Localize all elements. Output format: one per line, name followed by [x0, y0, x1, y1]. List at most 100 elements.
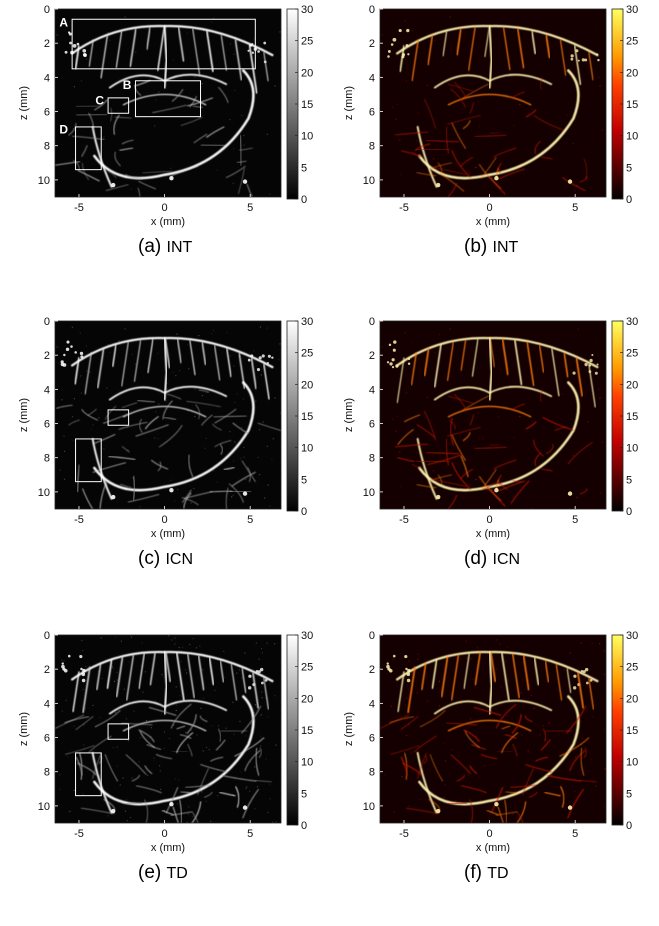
colorbar-tick-label: 5: [626, 474, 632, 486]
z-axis-label: z (mm): [343, 86, 355, 120]
method-name: ICN: [165, 551, 193, 568]
panel-f-plot: 0 2 4 6 8 10 z (mm) -5 0 5 x (mm) 0 5 10 15 20 25 30: [343, 630, 638, 854]
panel-d-plot: 0 2 4 6 8 10 z (mm) -5 0 5 x (mm) 0 5 10 15 20 25 30: [343, 316, 638, 540]
colorbar-tick-label: 20: [626, 693, 638, 705]
vessel-image: [55, 16, 281, 197]
colorbar-tick-label: 20: [626, 67, 638, 79]
x-tick-label: -5: [399, 202, 409, 214]
z-tick-label: 0: [44, 630, 50, 642]
x-tick-label: 0: [162, 828, 168, 840]
panel-c-plot: 0 2 4 6 8 10 z (mm) -5 0 5 x (mm) 0 5 10 15 20 25 30: [18, 316, 313, 540]
vessel-image: [55, 635, 277, 823]
panel-caption: (b) INT: [464, 236, 518, 258]
panel-b-plot: 0 2 4 6 8 10 z (mm) -5 0 5 x (mm) 0 5 10 15 20 25 30: [343, 4, 638, 228]
panel-b: 0 2 4 6 8 10 z (mm) -5 0 5 x (mm) 0 5 10 15 20 25 30 (b) I…: [325, 0, 645, 300]
panel-tag: (a): [138, 236, 167, 257]
z-tick-label: 6: [44, 419, 50, 431]
colorbar-tick-label: 0: [626, 820, 632, 832]
colorbar-tick-label: 5: [301, 788, 307, 800]
colorbar-tick-label: 10: [301, 443, 313, 455]
z-axis-label: z (mm): [18, 398, 30, 432]
roi-box-c: [107, 409, 130, 426]
x-tick-label: -5: [399, 828, 409, 840]
method-name: INT: [166, 239, 193, 256]
x-tick-label: 5: [572, 828, 578, 840]
z-tick-label: 4: [369, 72, 375, 84]
z-tick-label: 2: [44, 38, 50, 50]
panel-caption: (c) ICN: [138, 548, 193, 570]
colorbar-tick-label: 10: [626, 757, 638, 769]
method-name: TD: [166, 865, 188, 882]
roi-box-d: [75, 438, 102, 483]
panel-e-plot: 0 2 4 6 8 10 z (mm) -5 0 5 x (mm) 0 5 10 15 20 25 30: [18, 630, 313, 854]
panel-a: A B C D 0 2 4 6 8 10 z (mm) -5 0 5 x (mm) 0 5 10 15 20 25 30 (…: [0, 0, 320, 300]
colorbar-tick-label: 20: [301, 693, 313, 705]
colorbar-tick-label: 15: [301, 99, 313, 111]
x-axis-label: x (mm): [476, 216, 510, 228]
x-axis-label: x (mm): [151, 842, 185, 854]
method-name: INT: [492, 239, 519, 256]
z-tick-label: 4: [44, 698, 50, 710]
z-tick-label: 2: [369, 350, 375, 362]
panel-d: 0 2 4 6 8 10 z (mm) -5 0 5 x (mm) 0 5 10 15 20 25 30 (d) I…: [325, 312, 645, 612]
z-tick-label: 4: [369, 698, 375, 710]
panel-f: 0 2 4 6 8 10 z (mm) -5 0 5 x (mm) 0 5 10 15 20 25 30 (f) T…: [325, 626, 645, 926]
vessel-image: [381, 328, 604, 509]
z-tick-label: 8: [369, 141, 375, 153]
z-tick-label: 2: [44, 350, 50, 362]
z-tick-label: 2: [369, 38, 375, 50]
panel-tag: (d): [464, 548, 493, 569]
z-tick-label: 6: [369, 733, 375, 745]
z-tick-label: 10: [363, 801, 375, 813]
colorbar-tick-label: 30: [626, 630, 638, 642]
roi-label-a: A: [59, 16, 68, 30]
colorbar-tick-label: 15: [626, 99, 638, 111]
colorbar-tick-label: 0: [301, 194, 307, 206]
colorbar-tick-label: 25: [301, 662, 313, 674]
panel-caption: (e) TD: [138, 862, 188, 884]
z-tick-label: 8: [369, 767, 375, 779]
colorbar-tick-label: 30: [301, 316, 313, 328]
colorbar-tick-label: 10: [626, 131, 638, 143]
colorbar-tick-label: 0: [301, 506, 307, 518]
panel-caption: (a) INT: [138, 236, 192, 258]
z-tick-label: 0: [369, 630, 375, 642]
x-axis-label: x (mm): [151, 216, 185, 228]
z-tick-label: 6: [44, 733, 50, 745]
axes-frame: [54, 320, 282, 510]
colorbar-tick-label: 5: [301, 162, 307, 174]
image-background: [55, 9, 281, 197]
colorbar-tick-label: 10: [626, 443, 638, 455]
method-name: ICN: [492, 551, 521, 568]
z-axis-label: z (mm): [343, 712, 355, 746]
colorbar-tick-label: 5: [301, 474, 307, 486]
z-tick-label: 10: [38, 801, 50, 813]
roi-box-c: [107, 97, 130, 114]
colorbar-tick-label: 15: [626, 411, 638, 423]
colorbar-tick-label: 0: [301, 820, 307, 832]
z-tick-label: 0: [369, 316, 375, 328]
colorbar-tick-label: 30: [301, 4, 313, 16]
z-tick-label: 0: [44, 316, 50, 328]
x-tick-label: -5: [74, 514, 84, 526]
colorbar-tick-label: 10: [301, 757, 313, 769]
roi-label-b: B: [123, 78, 132, 92]
panel-tag: (b): [464, 236, 493, 257]
colorbar-tick-label: 25: [626, 36, 638, 48]
panel-tag: (e): [138, 862, 167, 883]
axes-frame: [379, 634, 607, 824]
roi-box-b: [134, 80, 202, 118]
x-axis-label: x (mm): [476, 528, 510, 540]
x-tick-label: -5: [74, 828, 84, 840]
panel-caption: (f) TD: [464, 862, 509, 884]
panel-a-plot: A B C D 0 2 4 6 8 10 z (mm) -5 0 5 x (mm) 0 5 10 15 20 25 30: [18, 4, 313, 228]
method-name: TD: [487, 865, 509, 882]
panel-e: 0 2 4 6 8 10 z (mm) -5 0 5 x (mm) 0 5 10 15 20 25 30 (e) T…: [0, 626, 320, 926]
x-tick-label: 0: [487, 202, 493, 214]
roi-box-a: [71, 18, 256, 70]
x-tick-label: -5: [399, 514, 409, 526]
colorbar-tick-label: 25: [626, 662, 638, 674]
image-background: [380, 321, 606, 509]
x-tick-label: 0: [487, 828, 493, 840]
x-axis-label: x (mm): [151, 528, 185, 540]
